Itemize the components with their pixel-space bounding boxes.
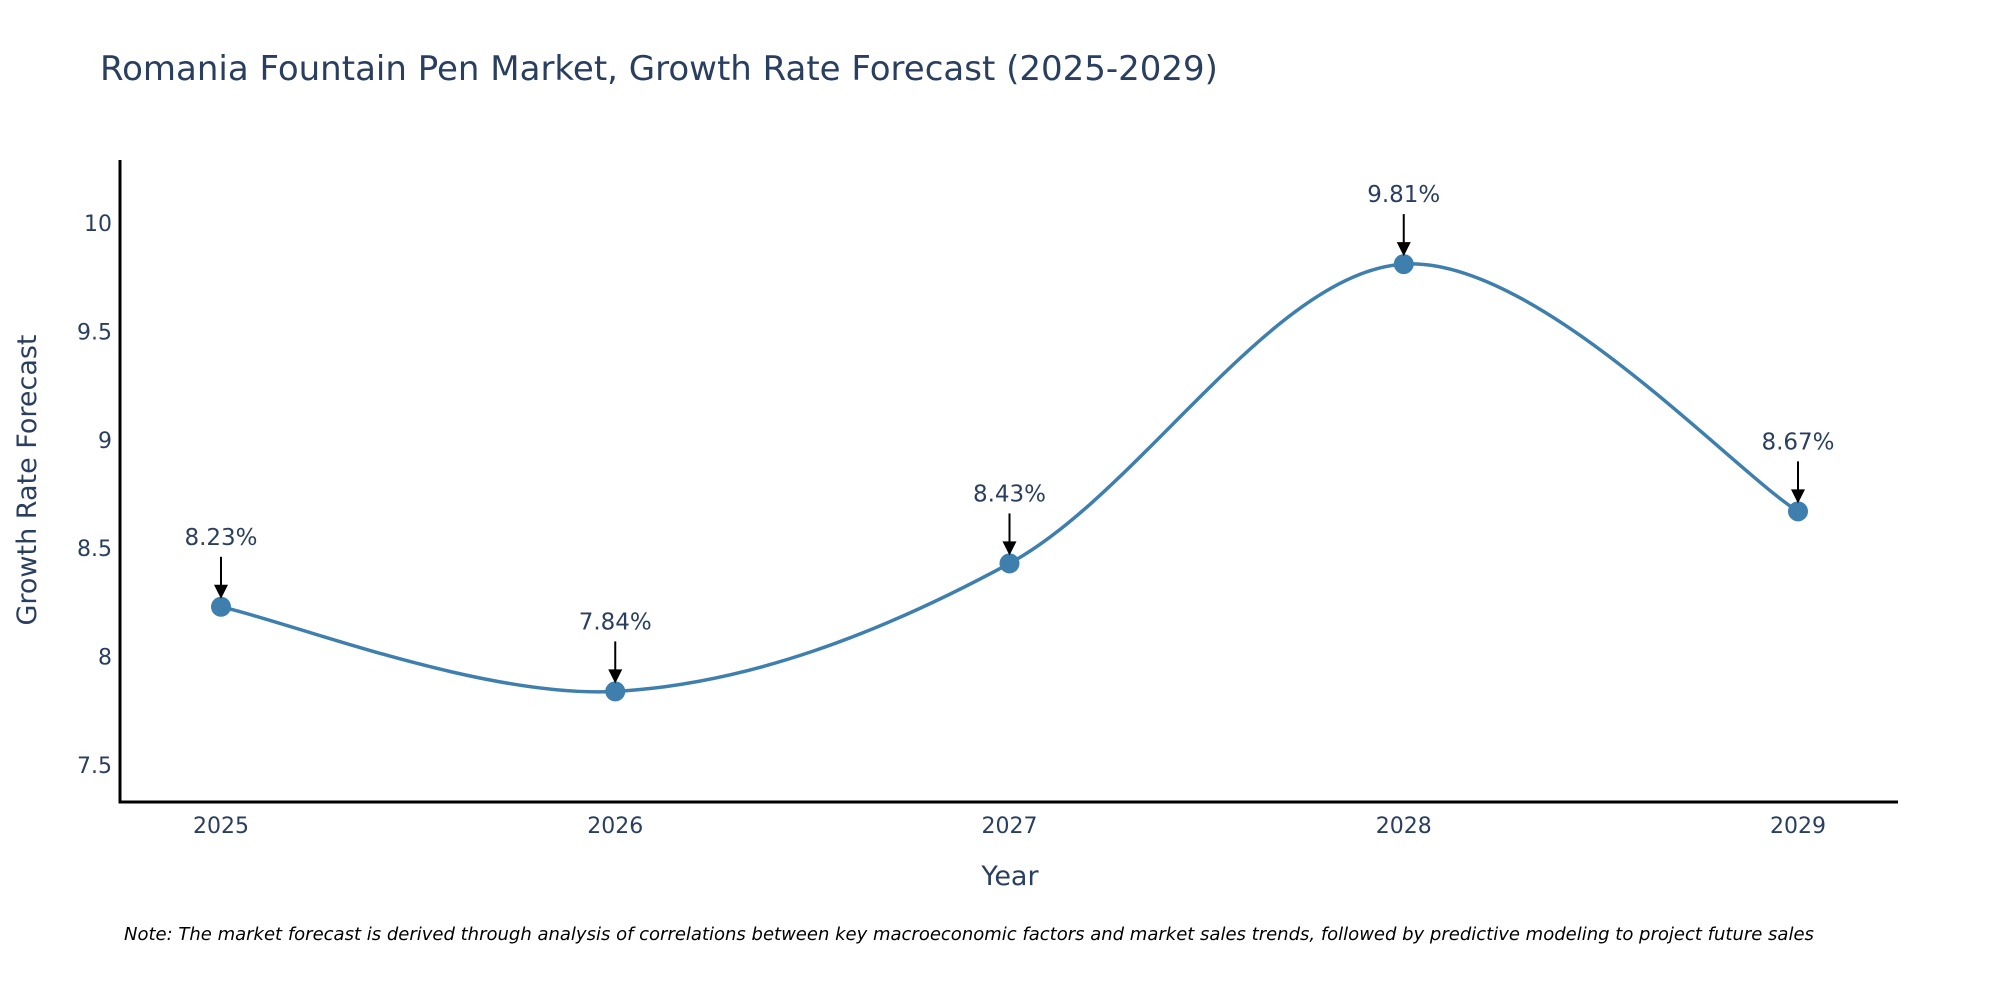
data-point (211, 596, 231, 617)
y-tick-label: 8 (98, 646, 112, 671)
x-axis-title: Year (980, 861, 1039, 892)
chart-note: Note: The market forecast is derived thr… (124, 924, 1814, 945)
annotation-arrow-head (1002, 541, 1017, 556)
data-label: 8.67% (1761, 429, 1834, 455)
x-tick-label: 2026 (587, 814, 643, 839)
series-markers (211, 254, 1808, 702)
y-axis-ticks: 7.5 8 8.5 9 9.5 10 (77, 212, 112, 779)
data-label: 8.43% (973, 481, 1046, 507)
series-line (220, 262, 1799, 694)
annotation-arrow-head (1396, 242, 1411, 257)
x-tick-label: 2028 (1376, 814, 1432, 839)
data-label: 9.81% (1367, 182, 1440, 208)
x-tick-label: 2029 (1770, 814, 1826, 839)
chart-title: Romania Fountain Pen Market, Growth Rate… (100, 49, 1218, 89)
data-label: 8.23% (184, 525, 257, 551)
y-tick-label: 10 (84, 212, 112, 237)
data-point (999, 553, 1020, 574)
y-tick-label: 8.5 (77, 537, 112, 562)
y-axis-title: Growth Rate Forecast (12, 334, 43, 625)
data-point (1393, 254, 1414, 275)
y-tick-label: 9.5 (77, 320, 112, 345)
x-tick-label: 2027 (982, 814, 1038, 839)
y-tick-label: 7.5 (77, 754, 112, 779)
data-annotations: 8.23% 7.84% 8.43% 9.81% 8.67% (184, 182, 1835, 684)
annotation-arrow-head (214, 584, 228, 599)
y-tick-label: 9 (98, 429, 112, 454)
data-point (1788, 501, 1808, 522)
annotation-arrow-head (1791, 489, 1805, 504)
data-label: 7.84% (579, 609, 652, 635)
annotation-arrow-head (608, 669, 623, 684)
x-tick-label: 2025 (193, 814, 249, 839)
data-point (605, 681, 626, 702)
x-axis-ticks: 2025 2026 2027 2028 2029 (193, 814, 1826, 839)
